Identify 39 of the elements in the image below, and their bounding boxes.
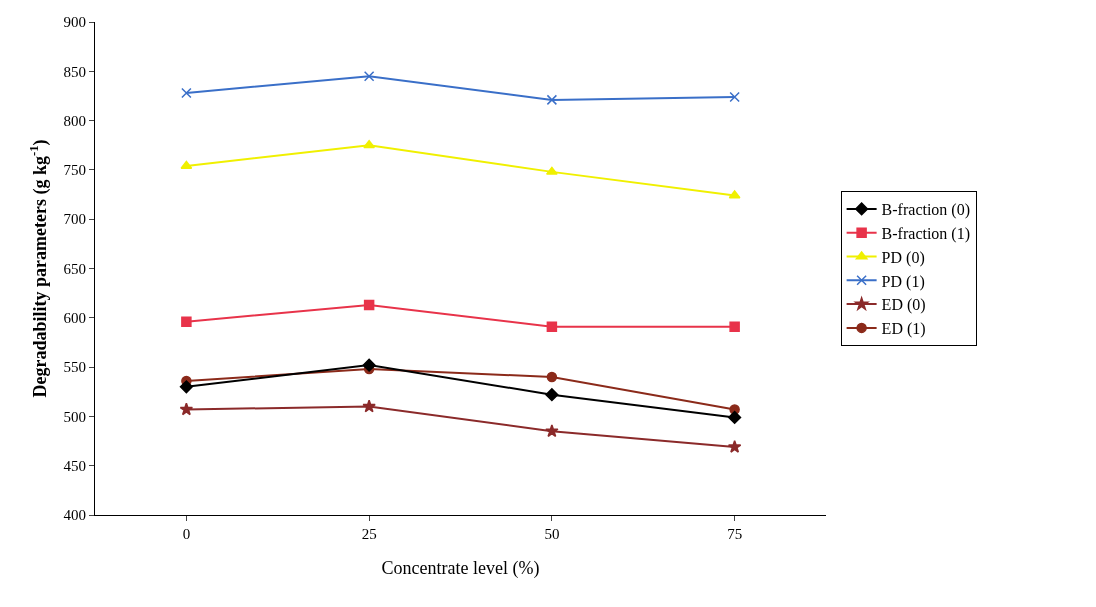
x-tick-label: 25 — [361, 526, 377, 542]
legend-label: B-fraction (1) — [881, 224, 971, 243]
legend-label: ED (1) — [881, 320, 926, 339]
legend-label: ED (0) — [881, 296, 926, 315]
y-tick-label: 450 — [63, 457, 86, 474]
point — [545, 388, 559, 402]
point — [728, 410, 742, 424]
x-tick-label: 75 — [727, 526, 743, 542]
point — [181, 316, 192, 327]
y-tick-label: 700 — [63, 211, 86, 228]
point — [179, 402, 194, 416]
point — [546, 371, 558, 383]
point — [729, 321, 740, 332]
legend-label: B-fraction (0) — [881, 201, 971, 220]
point — [179, 380, 193, 394]
point — [362, 358, 376, 372]
point — [363, 70, 375, 82]
y-tick-label: 750 — [63, 162, 86, 179]
legend-label: PD (1) — [881, 272, 925, 291]
x-tick-label: 0 — [182, 526, 191, 542]
point — [546, 321, 558, 332]
y-tick-label: 900 — [63, 14, 86, 31]
y-tick-label: 600 — [63, 310, 86, 327]
point — [181, 87, 192, 99]
x-axis-title: Concentrate level (%) — [381, 558, 540, 580]
point — [363, 299, 375, 311]
point — [545, 424, 559, 438]
point — [727, 439, 742, 453]
y-tick-label: 850 — [63, 63, 86, 80]
y-tick-label: 400 — [63, 507, 86, 524]
legend-label: PD (0) — [881, 248, 925, 267]
y-tick-label: 800 — [63, 112, 86, 129]
point — [362, 399, 376, 413]
point — [729, 91, 740, 103]
y-tick-label: 500 — [63, 408, 86, 425]
y-tick-label: 650 — [63, 260, 86, 277]
x-tick-label: 50 — [544, 526, 560, 542]
y-tick-label: 550 — [63, 359, 86, 376]
point — [546, 94, 558, 106]
